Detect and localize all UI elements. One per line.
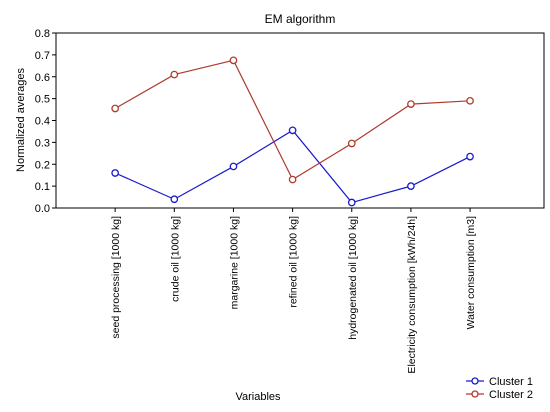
x-tick-label: Electricity consumption [kWh/24h] [406, 216, 418, 374]
legend-label: Cluster 2 [489, 389, 533, 401]
x-tick-label: Water consumption [m3] [465, 216, 477, 329]
data-point [229, 162, 238, 171]
data-point [407, 182, 415, 190]
series-line [114, 129, 471, 204]
x-axis-title: Variables [235, 391, 281, 403]
data-point [347, 139, 356, 148]
data-point [170, 195, 179, 204]
y-tick-label: 0.7 [35, 50, 50, 62]
legend-item: Cluster 2 [466, 389, 533, 401]
x-tick-label: seed processing [1000 kg] [110, 216, 122, 339]
y-tick-label: 0.5 [35, 94, 50, 106]
legend-marker [471, 377, 479, 385]
chart-title: EM algorithm [265, 12, 336, 26]
legend-label: Cluster 1 [489, 376, 533, 388]
data-point [288, 175, 297, 184]
y-tick-label: 0.3 [35, 137, 50, 149]
y-tick-label: 0.1 [35, 181, 50, 193]
data-point [170, 70, 179, 79]
legend-item: Cluster 1 [466, 376, 533, 388]
x-tick-label: hydrogenated oil [1000 kg] [347, 216, 359, 340]
y-tick-label: 0.4 [35, 116, 50, 128]
y-tick-label: 0.8 [35, 28, 50, 40]
data-point [111, 169, 120, 177]
data-point [466, 96, 474, 105]
y-tick-label: 0.6 [35, 72, 50, 84]
data-point [229, 56, 238, 65]
data-point [466, 152, 474, 161]
y-tick-label: 0.0 [35, 203, 50, 215]
x-tick-label: refined oil [1000 kg] [288, 216, 300, 308]
y-axis: 0.0 0.1 0.2 0.3 0.4 0.5 0.6 0.7 0.8 [35, 28, 56, 215]
series-line [114, 59, 471, 181]
series-layer [111, 56, 474, 207]
x-tick-label: margarine [1000 kg] [228, 216, 240, 309]
legend-marker [471, 390, 479, 398]
data-point [347, 198, 356, 207]
x-tick-label: crude oil [1000 kg] [169, 216, 181, 302]
x-axis: seed processing [1000 kg] crude oil [1000… [110, 208, 477, 374]
plot-area [55, 32, 545, 209]
data-point [111, 104, 120, 113]
y-tick-label: 0.2 [35, 159, 50, 171]
series-2 [111, 56, 474, 184]
data-point [407, 100, 415, 108]
y-axis-title: Normalized averages [15, 68, 27, 172]
data-point [288, 126, 297, 135]
series-1 [111, 126, 474, 207]
